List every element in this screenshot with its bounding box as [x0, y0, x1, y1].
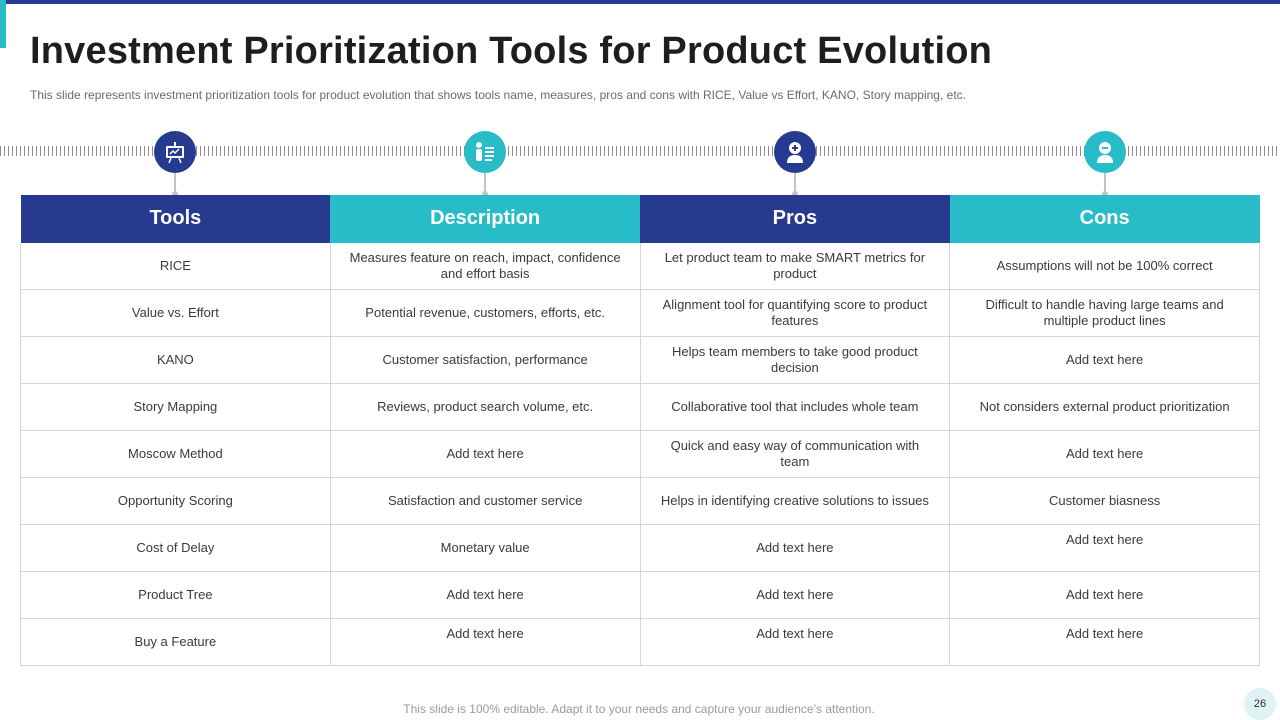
cons-cell: Add text here — [949, 618, 1260, 666]
cons-cell: Add text here — [949, 336, 1260, 384]
footer-text: This slide is 100% editable. Adapt it to… — [403, 702, 875, 716]
pros-cell-text: Add text here — [756, 626, 834, 641]
table-row: Moscow Method Add text here Quick and ea… — [20, 430, 1260, 478]
cons-cell-text: Add text here — [1065, 532, 1144, 547]
presentation-icon — [154, 131, 196, 173]
tool-cell: RICE — [20, 242, 331, 290]
table-header-row: Tools Description Pros Cons — [20, 194, 1260, 243]
description-cell: Monetary value — [329, 524, 641, 572]
pros-cell: Add text here — [639, 571, 951, 619]
cons-cell: Add text here — [949, 430, 1260, 478]
cons-cell: Add text here — [949, 524, 1260, 572]
header-tools: Tools — [20, 194, 331, 243]
top-accent-bar — [0, 0, 1280, 4]
slide-subtitle: This slide represents investment priorit… — [30, 88, 966, 102]
pros-cell: Helps team members to take good product … — [639, 336, 951, 384]
tool-cell: Product Tree — [20, 571, 331, 619]
description-cell: Add text here — [329, 430, 641, 478]
title-accent-stripe — [0, 0, 6, 48]
cons-cell: Customer biasness — [949, 477, 1260, 525]
icon-connector — [172, 173, 178, 197]
tool-cell: Moscow Method — [20, 430, 331, 478]
table-row: Product Tree Add text here Add text here… — [20, 571, 1260, 619]
header-description: Description — [330, 194, 640, 243]
icon-connector — [1102, 173, 1108, 197]
description-cell: Satisfaction and customer service — [329, 477, 641, 525]
slide-title: Investment Prioritization Tools for Prod… — [30, 30, 993, 72]
description-cell: Add text here — [329, 618, 641, 666]
pros-cell: Alignment tool for quantifying score to … — [639, 289, 951, 337]
icon-connector — [792, 173, 798, 197]
page-number: 26 — [1244, 688, 1276, 720]
cons-cell: Add text here — [949, 571, 1260, 619]
table-row: Story Mapping Reviews, product search vo… — [20, 383, 1260, 431]
table-row: Opportunity Scoring Satisfaction and cus… — [20, 477, 1260, 525]
description-cell-text: Add text here — [446, 626, 524, 641]
header-cons: Cons — [949, 194, 1260, 243]
decorative-ruler — [0, 146, 1280, 156]
tool-cell: Story Mapping — [20, 383, 331, 431]
description-cell: Customer satisfaction, performance — [329, 336, 641, 384]
cons-cell: Difficult to handle having large teams a… — [949, 289, 1260, 337]
pros-cell: Let product team to make SMART metrics f… — [639, 242, 951, 290]
pros-cell: Add text here — [639, 524, 951, 572]
person-plus-icon — [774, 131, 816, 173]
icon-connector — [482, 173, 488, 197]
tool-cell: Buy a Feature — [20, 618, 331, 666]
tool-cell: Opportunity Scoring — [20, 477, 331, 525]
description-cell: Potential revenue, customers, efforts, e… — [329, 289, 641, 337]
table-row: KANO Customer satisfaction, performance … — [20, 336, 1260, 384]
table-row: Cost of Delay Monetary value Add text he… — [20, 524, 1260, 572]
cons-cell-text: Add text here — [1065, 626, 1144, 641]
description-cell: Add text here — [329, 571, 641, 619]
cons-cell: Assumptions will not be 100% correct — [949, 242, 1260, 290]
pros-cell: Helps in identifying creative solutions … — [639, 477, 951, 525]
tool-cell: Value vs. Effort — [20, 289, 331, 337]
footer-note: This slide is 100% editable. Adapt it to… — [0, 702, 1280, 716]
table-row: Buy a Feature Add text here Add text her… — [20, 618, 1260, 666]
table-row: Value vs. Effort Potential revenue, cust… — [20, 289, 1260, 337]
table-row: RICE Measures feature on reach, impact, … — [20, 242, 1260, 290]
person-list-icon — [464, 131, 506, 173]
description-cell: Measures feature on reach, impact, confi… — [329, 242, 641, 290]
tool-cell: Cost of Delay — [20, 524, 331, 572]
pros-cell: Quick and easy way of communication with… — [639, 430, 951, 478]
header-pros: Pros — [640, 194, 950, 243]
person-minus-icon — [1084, 131, 1126, 173]
pros-cell: Collaborative tool that includes whole t… — [639, 383, 951, 431]
tool-cell: KANO — [20, 336, 331, 384]
cons-cell: Not considers external product prioritiz… — [949, 383, 1260, 431]
prioritization-table: Tools Description Pros Cons RICE Measure… — [20, 194, 1260, 666]
pros-cell: Add text here — [639, 618, 951, 666]
description-cell: Reviews, product search volume, etc. — [329, 383, 641, 431]
